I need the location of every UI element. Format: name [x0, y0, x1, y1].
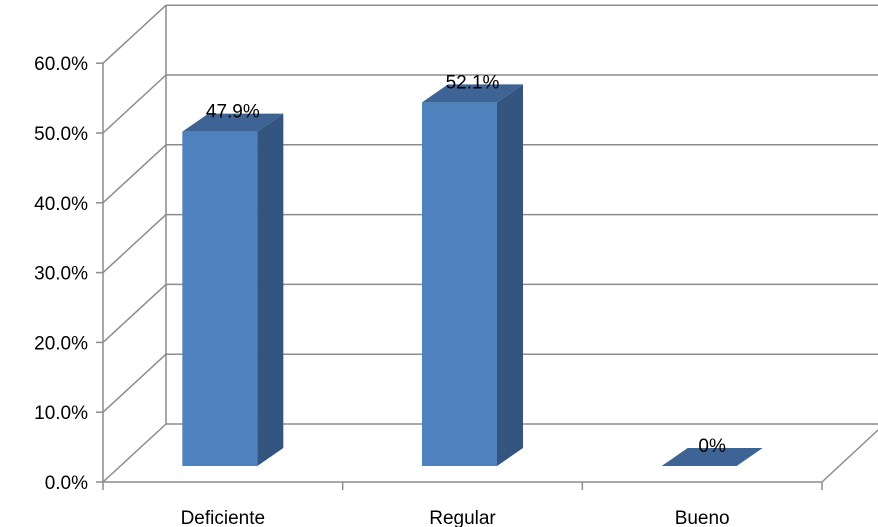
labels-layer: 0.0% 10.0% 20.0% 30.0% 40.0% 50.0% 60.0% 47.9% D… [34, 54, 730, 527]
x-tick-label: Bueno [675, 508, 730, 527]
bar-top [661, 448, 763, 466]
data-label: 47.9% [206, 102, 260, 123]
bar-front [182, 131, 258, 466]
gridline-depth [102, 353, 167, 413]
gridline-depth [102, 423, 167, 483]
gridline-depth [102, 4, 167, 64]
y-tick-label: 0.0% [45, 473, 88, 494]
y-tick-label: 60.0% [34, 54, 88, 75]
gridline-depth [102, 74, 167, 134]
x-tick-label: Deficiente [181, 508, 266, 527]
data-label: 52.1% [446, 72, 500, 93]
gridline-depth [102, 283, 167, 343]
y-tick-label: 40.0% [34, 194, 88, 215]
y-tick-label: 30.0% [34, 264, 88, 285]
floor-edge [821, 429, 878, 483]
bar-top [182, 113, 284, 132]
y-tick-label: 10.0% [34, 403, 88, 424]
bars-layer [182, 84, 763, 467]
gridline-depth [102, 144, 167, 204]
data-label: 0% [698, 436, 726, 457]
y-tick-label: 50.0% [34, 124, 88, 145]
bar-side [497, 84, 523, 466]
bar-front [422, 102, 497, 466]
bar-side [257, 113, 284, 467]
x-tick-label: Regular [429, 508, 496, 527]
gridline-depth [102, 214, 167, 274]
bar-top [422, 84, 523, 103]
y-tick-label: 20.0% [34, 333, 88, 354]
